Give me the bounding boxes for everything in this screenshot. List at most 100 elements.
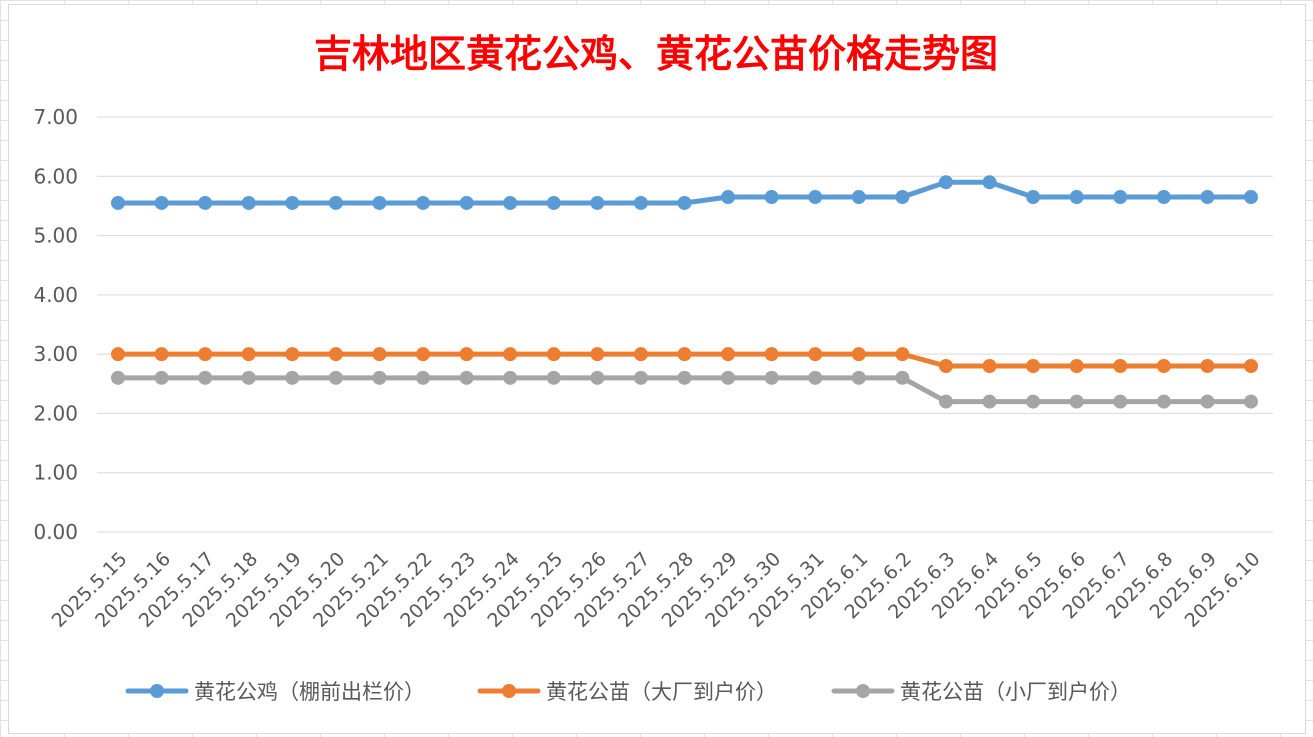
- data-point[interactable]: [459, 347, 474, 362]
- data-point[interactable]: [590, 195, 605, 210]
- data-point[interactable]: [982, 359, 997, 373]
- data-point[interactable]: [1244, 359, 1258, 373]
- chart-area[interactable]: [8, 4, 1306, 734]
- data-point[interactable]: [633, 370, 648, 385]
- data-point[interactable]: [851, 370, 866, 385]
- data-point[interactable]: [285, 195, 300, 210]
- data-point[interactable]: [241, 347, 256, 362]
- data-point[interactable]: [1244, 394, 1258, 409]
- data-point[interactable]: [938, 359, 953, 373]
- legend-item[interactable]: 黄花公苗（大厂到户价）: [477, 680, 777, 704]
- data-point[interactable]: [241, 370, 256, 385]
- series-3: [111, 370, 1258, 409]
- data-point[interactable]: [764, 370, 779, 385]
- data-point[interactable]: [459, 370, 474, 385]
- legend-item[interactable]: 黄花公鸡（棚前出栏价）: [125, 680, 425, 704]
- data-point[interactable]: [1069, 359, 1084, 373]
- data-point[interactable]: [328, 195, 343, 210]
- data-point[interactable]: [590, 347, 605, 362]
- y-tick-label: 4.00: [33, 283, 78, 307]
- legend-marker: [856, 684, 870, 698]
- data-point[interactable]: [633, 195, 648, 210]
- data-point[interactable]: [895, 370, 910, 385]
- data-point[interactable]: [1156, 190, 1171, 205]
- data-point[interactable]: [241, 195, 256, 210]
- data-point[interactable]: [111, 347, 125, 362]
- data-point[interactable]: [503, 347, 518, 362]
- data-point[interactable]: [503, 370, 518, 385]
- chart-title: 吉林地区黄花公鸡、黄花公苗价格走势图: [314, 31, 998, 76]
- data-point[interactable]: [1156, 394, 1171, 409]
- data-point[interactable]: [895, 347, 910, 362]
- data-point[interactable]: [721, 370, 736, 385]
- data-point[interactable]: [546, 195, 561, 210]
- data-point[interactable]: [721, 190, 736, 205]
- data-point[interactable]: [459, 195, 474, 210]
- data-point[interactable]: [633, 347, 648, 362]
- data-point[interactable]: [1200, 394, 1215, 409]
- data-point[interactable]: [503, 195, 518, 210]
- y-tick-label: 7.00: [33, 105, 78, 129]
- data-point[interactable]: [677, 195, 692, 210]
- series-lines: [111, 175, 1258, 409]
- data-point[interactable]: [1069, 394, 1084, 409]
- data-point[interactable]: [285, 347, 300, 362]
- data-point[interactable]: [546, 370, 561, 385]
- data-point[interactable]: [808, 347, 823, 362]
- legend-marker: [150, 684, 164, 698]
- data-point[interactable]: [111, 370, 125, 385]
- data-point[interactable]: [677, 347, 692, 362]
- data-point[interactable]: [1200, 190, 1215, 205]
- data-point[interactable]: [677, 370, 692, 385]
- data-point[interactable]: [808, 370, 823, 385]
- data-point[interactable]: [198, 347, 213, 362]
- data-point[interactable]: [851, 347, 866, 362]
- data-point[interactable]: [154, 370, 169, 385]
- y-tick-label: 6.00: [33, 164, 78, 188]
- legend-label: 黄花公鸡（棚前出栏价）: [194, 680, 425, 704]
- data-point[interactable]: [372, 347, 387, 362]
- data-point[interactable]: [1026, 359, 1041, 373]
- series-2: [111, 347, 1258, 373]
- data-point[interactable]: [764, 347, 779, 362]
- legend-item[interactable]: 黄花公苗（小厂到户价）: [831, 680, 1131, 704]
- data-point[interactable]: [416, 370, 431, 385]
- data-point[interactable]: [1026, 394, 1041, 409]
- data-point[interactable]: [1156, 359, 1171, 373]
- data-point[interactable]: [1244, 190, 1258, 205]
- data-point[interactable]: [808, 190, 823, 205]
- data-point[interactable]: [1113, 359, 1128, 373]
- y-tick-label: 1.00: [33, 461, 78, 485]
- data-point[interactable]: [590, 370, 605, 385]
- data-point[interactable]: [764, 190, 779, 205]
- data-point[interactable]: [198, 195, 213, 210]
- y-tick-label: 5.00: [33, 224, 78, 248]
- data-point[interactable]: [328, 347, 343, 362]
- data-point[interactable]: [416, 195, 431, 210]
- data-point[interactable]: [546, 347, 561, 362]
- data-point[interactable]: [895, 190, 910, 205]
- data-point[interactable]: [111, 195, 125, 210]
- data-point[interactable]: [198, 370, 213, 385]
- data-point[interactable]: [154, 195, 169, 210]
- data-point[interactable]: [1200, 359, 1215, 373]
- data-point[interactable]: [1069, 190, 1084, 205]
- data-point[interactable]: [982, 394, 997, 409]
- data-point[interactable]: [285, 370, 300, 385]
- data-point[interactable]: [372, 195, 387, 210]
- data-point[interactable]: [938, 394, 953, 409]
- data-point[interactable]: [982, 175, 997, 190]
- data-point[interactable]: [851, 190, 866, 205]
- data-point[interactable]: [1026, 190, 1041, 205]
- data-point[interactable]: [372, 370, 387, 385]
- data-point[interactable]: [154, 347, 169, 362]
- gridlines: [97, 116, 1273, 533]
- data-point[interactable]: [721, 347, 736, 362]
- y-tick-label: 0.00: [33, 520, 78, 544]
- y-tick-label: 3.00: [33, 342, 78, 366]
- data-point[interactable]: [938, 175, 953, 190]
- data-point[interactable]: [1113, 394, 1128, 409]
- data-point[interactable]: [416, 347, 431, 362]
- data-point[interactable]: [328, 370, 343, 385]
- data-point[interactable]: [1113, 190, 1128, 205]
